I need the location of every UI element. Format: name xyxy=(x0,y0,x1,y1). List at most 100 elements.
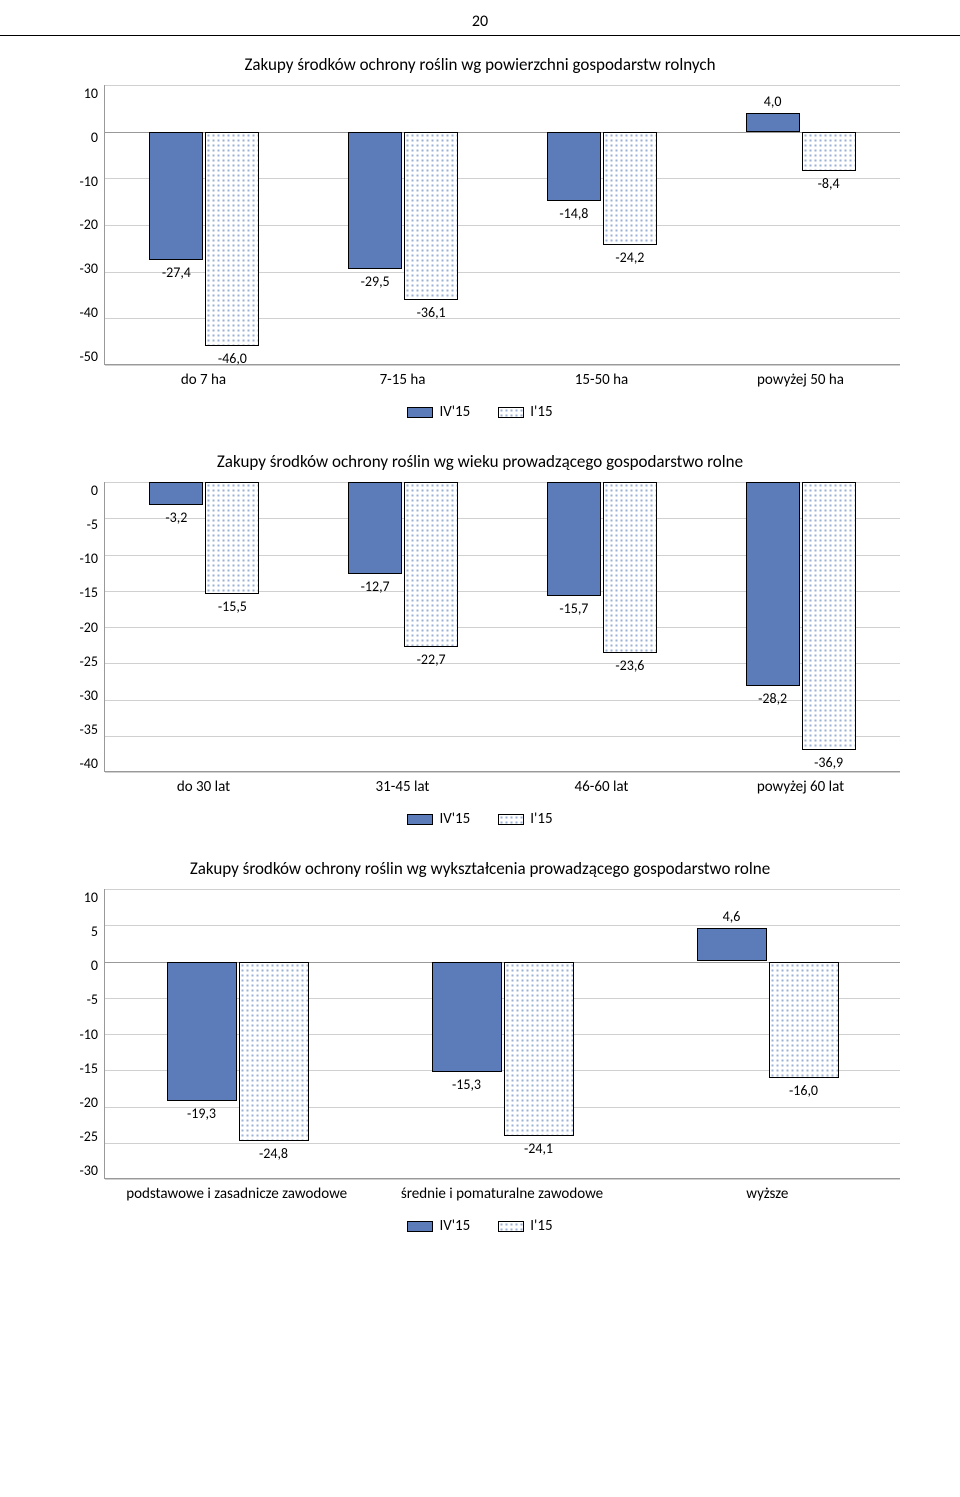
legend-item-series2: I'15 xyxy=(498,810,552,828)
y-tick-label: 10 xyxy=(84,889,98,906)
y-tick-label: 0 xyxy=(91,129,98,146)
legend-item-series2: I'15 xyxy=(498,403,552,421)
bar-series2: -8,4 xyxy=(802,85,856,364)
category-label: 46-60 lat xyxy=(502,778,701,796)
page-number: 20 xyxy=(0,0,960,36)
bar-rect xyxy=(205,132,259,347)
plot-wrap: 1050-5-10-15-20-25-30-19,3-24,8-15,3-24,… xyxy=(60,889,900,1179)
category-label: do 7 ha xyxy=(104,371,303,389)
grid-line xyxy=(105,1179,900,1180)
bar-value-label: -24,2 xyxy=(615,249,644,266)
bar-rect xyxy=(348,132,402,270)
category-labels: do 30 lat31-45 lat46-60 latpowyżej 60 la… xyxy=(104,778,900,796)
bar-series1: -15,7 xyxy=(547,482,601,771)
legend-swatch xyxy=(498,407,524,418)
bar-series2: -23,6 xyxy=(603,482,657,771)
bar-rect xyxy=(149,132,203,260)
chart-block: Zakupy środków ochrony roślin wg wykszta… xyxy=(60,858,900,1235)
y-tick-label: -25 xyxy=(80,653,98,670)
category-labels: podstawowe i zasadnicze zawodoweśrednie … xyxy=(104,1185,900,1203)
category-label: 7-15 ha xyxy=(303,371,502,389)
bar-group: -29,5 -36,1 xyxy=(304,85,503,364)
y-tick-label: -20 xyxy=(80,216,98,233)
legend-label: IV'15 xyxy=(439,810,470,828)
y-tick-label: -10 xyxy=(80,550,98,567)
plot-area: -27,4-46,0 -29,5 -36,1 -14,8 -24,2 4,0 -8,4 xyxy=(104,85,900,365)
bar-group: -27,4-46,0 xyxy=(105,85,304,364)
bar-rect xyxy=(746,482,800,686)
bar-series1: -15,3 xyxy=(432,889,502,1178)
bar-rect xyxy=(404,132,458,300)
bar-series2: -22,7 xyxy=(404,482,458,771)
legend-label: I'15 xyxy=(530,1217,552,1235)
bars-row: -27,4-46,0 -29,5 -36,1 -14,8 -24,2 4,0 -8,4 xyxy=(105,85,900,364)
bar-group: -15,7 -23,6 xyxy=(503,482,702,771)
bar-series2: -15,5 xyxy=(205,482,259,771)
bar-series2: -24,2 xyxy=(603,85,657,364)
bar-value-label: -46,0 xyxy=(218,350,247,367)
bar-value-label: -15,5 xyxy=(218,598,247,615)
charts-container: Zakupy środków ochrony roślin wg powierz… xyxy=(0,54,960,1235)
bar-group: -19,3-24,8 xyxy=(105,889,370,1178)
y-axis: 100-10-20-30-40-50 xyxy=(60,85,104,365)
y-tick-label: -30 xyxy=(80,687,98,704)
bar-series2: -24,8 xyxy=(239,889,309,1178)
bar-group: -12,7 -22,7 xyxy=(304,482,503,771)
legend-swatch xyxy=(407,814,433,825)
y-tick-label: 5 xyxy=(91,923,98,940)
bar-group: 4,6-16,0 xyxy=(635,889,900,1178)
legend-swatch xyxy=(498,1221,524,1232)
bar-series1: -29,5 xyxy=(348,85,402,364)
legend-swatch xyxy=(407,407,433,418)
bar-series1: 4,6 xyxy=(697,889,767,1178)
y-tick-label: -10 xyxy=(80,1026,98,1043)
bar-rect xyxy=(149,482,203,505)
bar-series1: 4,0 xyxy=(746,85,800,364)
y-tick-label: 0 xyxy=(91,482,98,499)
y-tick-label: -30 xyxy=(80,1162,98,1179)
bar-value-label: -23,6 xyxy=(615,657,644,674)
bar-value-label: 4,6 xyxy=(723,908,741,925)
legend-label: I'15 xyxy=(530,403,552,421)
bar-value-label: -36,1 xyxy=(417,304,446,321)
bar-rect xyxy=(603,482,657,653)
category-label: 15-50 ha xyxy=(502,371,701,389)
chart-title: Zakupy środków ochrony roślin wg wykszta… xyxy=(60,858,900,879)
y-tick-label: -30 xyxy=(80,260,98,277)
legend-item-series1: IV'15 xyxy=(407,810,470,828)
y-tick-label: -50 xyxy=(80,348,98,365)
bar-value-label: -12,7 xyxy=(361,578,390,595)
bar-rect xyxy=(746,113,800,132)
bar-value-label: -8,4 xyxy=(818,175,840,192)
y-tick-label: -5 xyxy=(87,516,98,533)
category-label: wyższe xyxy=(635,1185,900,1203)
bar-value-label: -15,7 xyxy=(559,600,588,617)
y-tick-label: -15 xyxy=(80,1060,98,1077)
legend-swatch xyxy=(407,1221,433,1232)
y-tick-label: -20 xyxy=(80,619,98,636)
y-tick-label: -20 xyxy=(80,1094,98,1111)
bar-series2: -46,0 xyxy=(205,85,259,364)
bar-rect xyxy=(802,132,856,171)
chart-block: Zakupy środków ochrony roślin wg powierz… xyxy=(60,54,900,421)
category-label: średnie i pomaturalne zawodowe xyxy=(369,1185,634,1203)
bar-group: 4,0 -8,4 xyxy=(701,85,900,364)
bar-series2: -24,1 xyxy=(504,889,574,1178)
bar-rect xyxy=(432,962,502,1073)
bar-group: -3,2-15,5 xyxy=(105,482,304,771)
chart-title: Zakupy środków ochrony roślin wg powierz… xyxy=(60,54,900,75)
legend: IV'15I'15 xyxy=(60,403,900,421)
bar-rect xyxy=(697,928,767,961)
y-tick-label: 0 xyxy=(91,957,98,974)
bar-value-label: -14,8 xyxy=(559,205,588,222)
bar-rect xyxy=(404,482,458,647)
bar-value-label: -24,1 xyxy=(524,1140,553,1157)
y-tick-label: -40 xyxy=(80,304,98,321)
legend-item-series1: IV'15 xyxy=(407,1217,470,1235)
bars-row: -19,3-24,8 -15,3 -24,1 4,6-16,0 xyxy=(105,889,900,1178)
category-label: 31-45 lat xyxy=(303,778,502,796)
bar-group: -28,2-36,9 xyxy=(701,482,900,771)
bar-rect xyxy=(802,482,856,750)
plot-area: -19,3-24,8 -15,3 -24,1 4,6-16,0 xyxy=(104,889,900,1179)
bar-value-label: -28,2 xyxy=(758,690,787,707)
